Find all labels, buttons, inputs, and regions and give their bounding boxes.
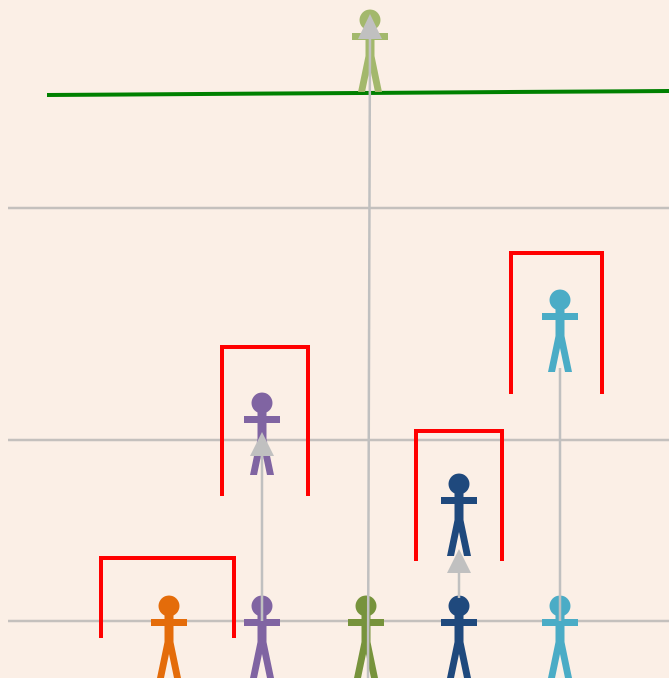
arrow-head (358, 14, 382, 39)
arrow-shaft (366, 31, 372, 678)
bracket (509, 251, 604, 394)
arrow-head (447, 549, 471, 573)
target-line (46, 89, 669, 97)
bracket (220, 345, 310, 496)
bracket (414, 429, 504, 561)
arrow-head (250, 432, 274, 456)
bracket (99, 556, 236, 638)
